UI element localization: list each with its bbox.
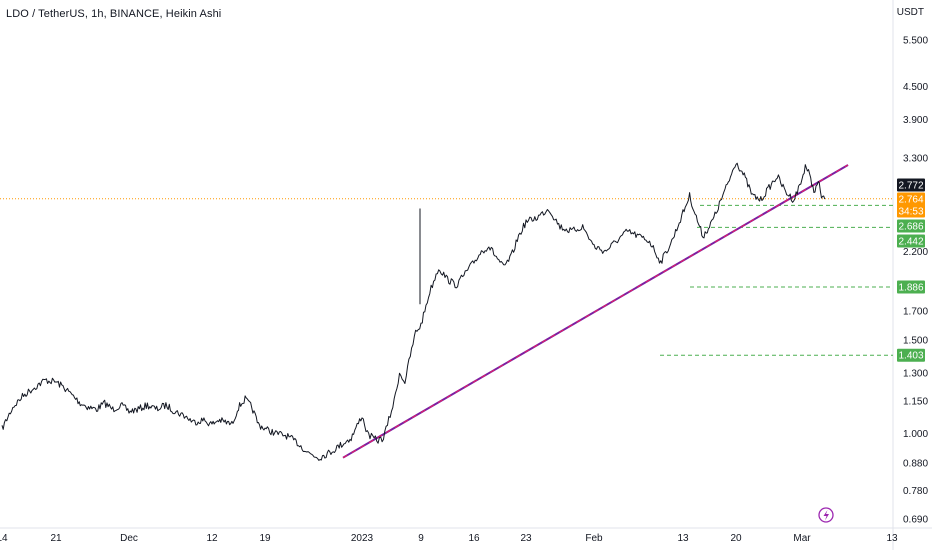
y-tick-label: 0.690 [903, 515, 928, 526]
price-badge-bg [897, 178, 925, 192]
price-badge-bg [897, 192, 925, 206]
y-tick-label: 4.500 [903, 82, 928, 93]
trendline-dash [342, 164, 849, 459]
price-badge: 2.686 [897, 219, 925, 233]
y-tick-label: 1.500 [903, 335, 928, 346]
x-tick-label: 14 [0, 533, 8, 544]
currency-label: USDT [896, 7, 924, 18]
price-badge: 2.442 [897, 234, 925, 248]
price-series-line [1, 162, 826, 461]
price-badge-label: 2.772 [898, 181, 923, 192]
price-badge-bg [897, 204, 925, 218]
price-badge-label: 2.442 [898, 237, 923, 248]
price-badge: 34:53 [897, 204, 925, 218]
x-tick-label: 19 [259, 533, 271, 544]
price-badge-bg [897, 219, 925, 233]
x-tick-label: 21 [50, 533, 62, 544]
price-badge: 1.886 [897, 280, 925, 294]
x-tick-label: 2023 [351, 533, 374, 544]
x-tick-label: 12 [206, 533, 218, 544]
price-badge-label: 2.686 [898, 222, 923, 233]
y-tick-label: 0.780 [903, 486, 928, 497]
price-badge-bg [897, 348, 925, 362]
price-badge-label: 34:53 [898, 207, 923, 218]
x-tick-label: Mar [793, 533, 811, 544]
x-tick-label: Feb [585, 533, 603, 544]
y-tick-label: 3.900 [903, 115, 928, 126]
chart-title: LDO / TetherUS, 1h, BINANCE, Heikin Ashi [6, 8, 222, 20]
x-tick-label: 23 [520, 533, 532, 544]
y-tick-label: 2.200 [903, 247, 928, 258]
x-tick-label: 13 [677, 533, 689, 544]
y-tick-label: 1.300 [903, 368, 928, 379]
x-tick-label: 13 [886, 533, 898, 544]
x-tick-label: Dec [120, 533, 138, 544]
lightning-icon[interactable] [818, 507, 834, 523]
price-badge: 2.772 [897, 178, 925, 192]
y-tick-label: 0.880 [903, 458, 928, 469]
price-badge-label: 2.764 [898, 195, 923, 206]
price-badge-bg [897, 280, 925, 294]
x-tick-label: 16 [468, 533, 480, 544]
price-badge-label: 1.886 [898, 282, 923, 293]
x-tick-label: 20 [730, 533, 742, 544]
price-badge-bg [897, 234, 925, 248]
price-badge-label: 1.403 [898, 351, 923, 362]
y-tick-label: 1.000 [903, 429, 928, 440]
y-tick-label: 1.700 [903, 306, 928, 317]
y-tick-label: 5.500 [903, 36, 928, 47]
price-badge: 1.403 [897, 348, 925, 362]
price-badge: 2.764 [897, 192, 925, 206]
y-tick-label: 1.150 [903, 397, 928, 408]
y-tick-label: 3.300 [903, 153, 928, 164]
x-tick-label: 9 [418, 533, 424, 544]
